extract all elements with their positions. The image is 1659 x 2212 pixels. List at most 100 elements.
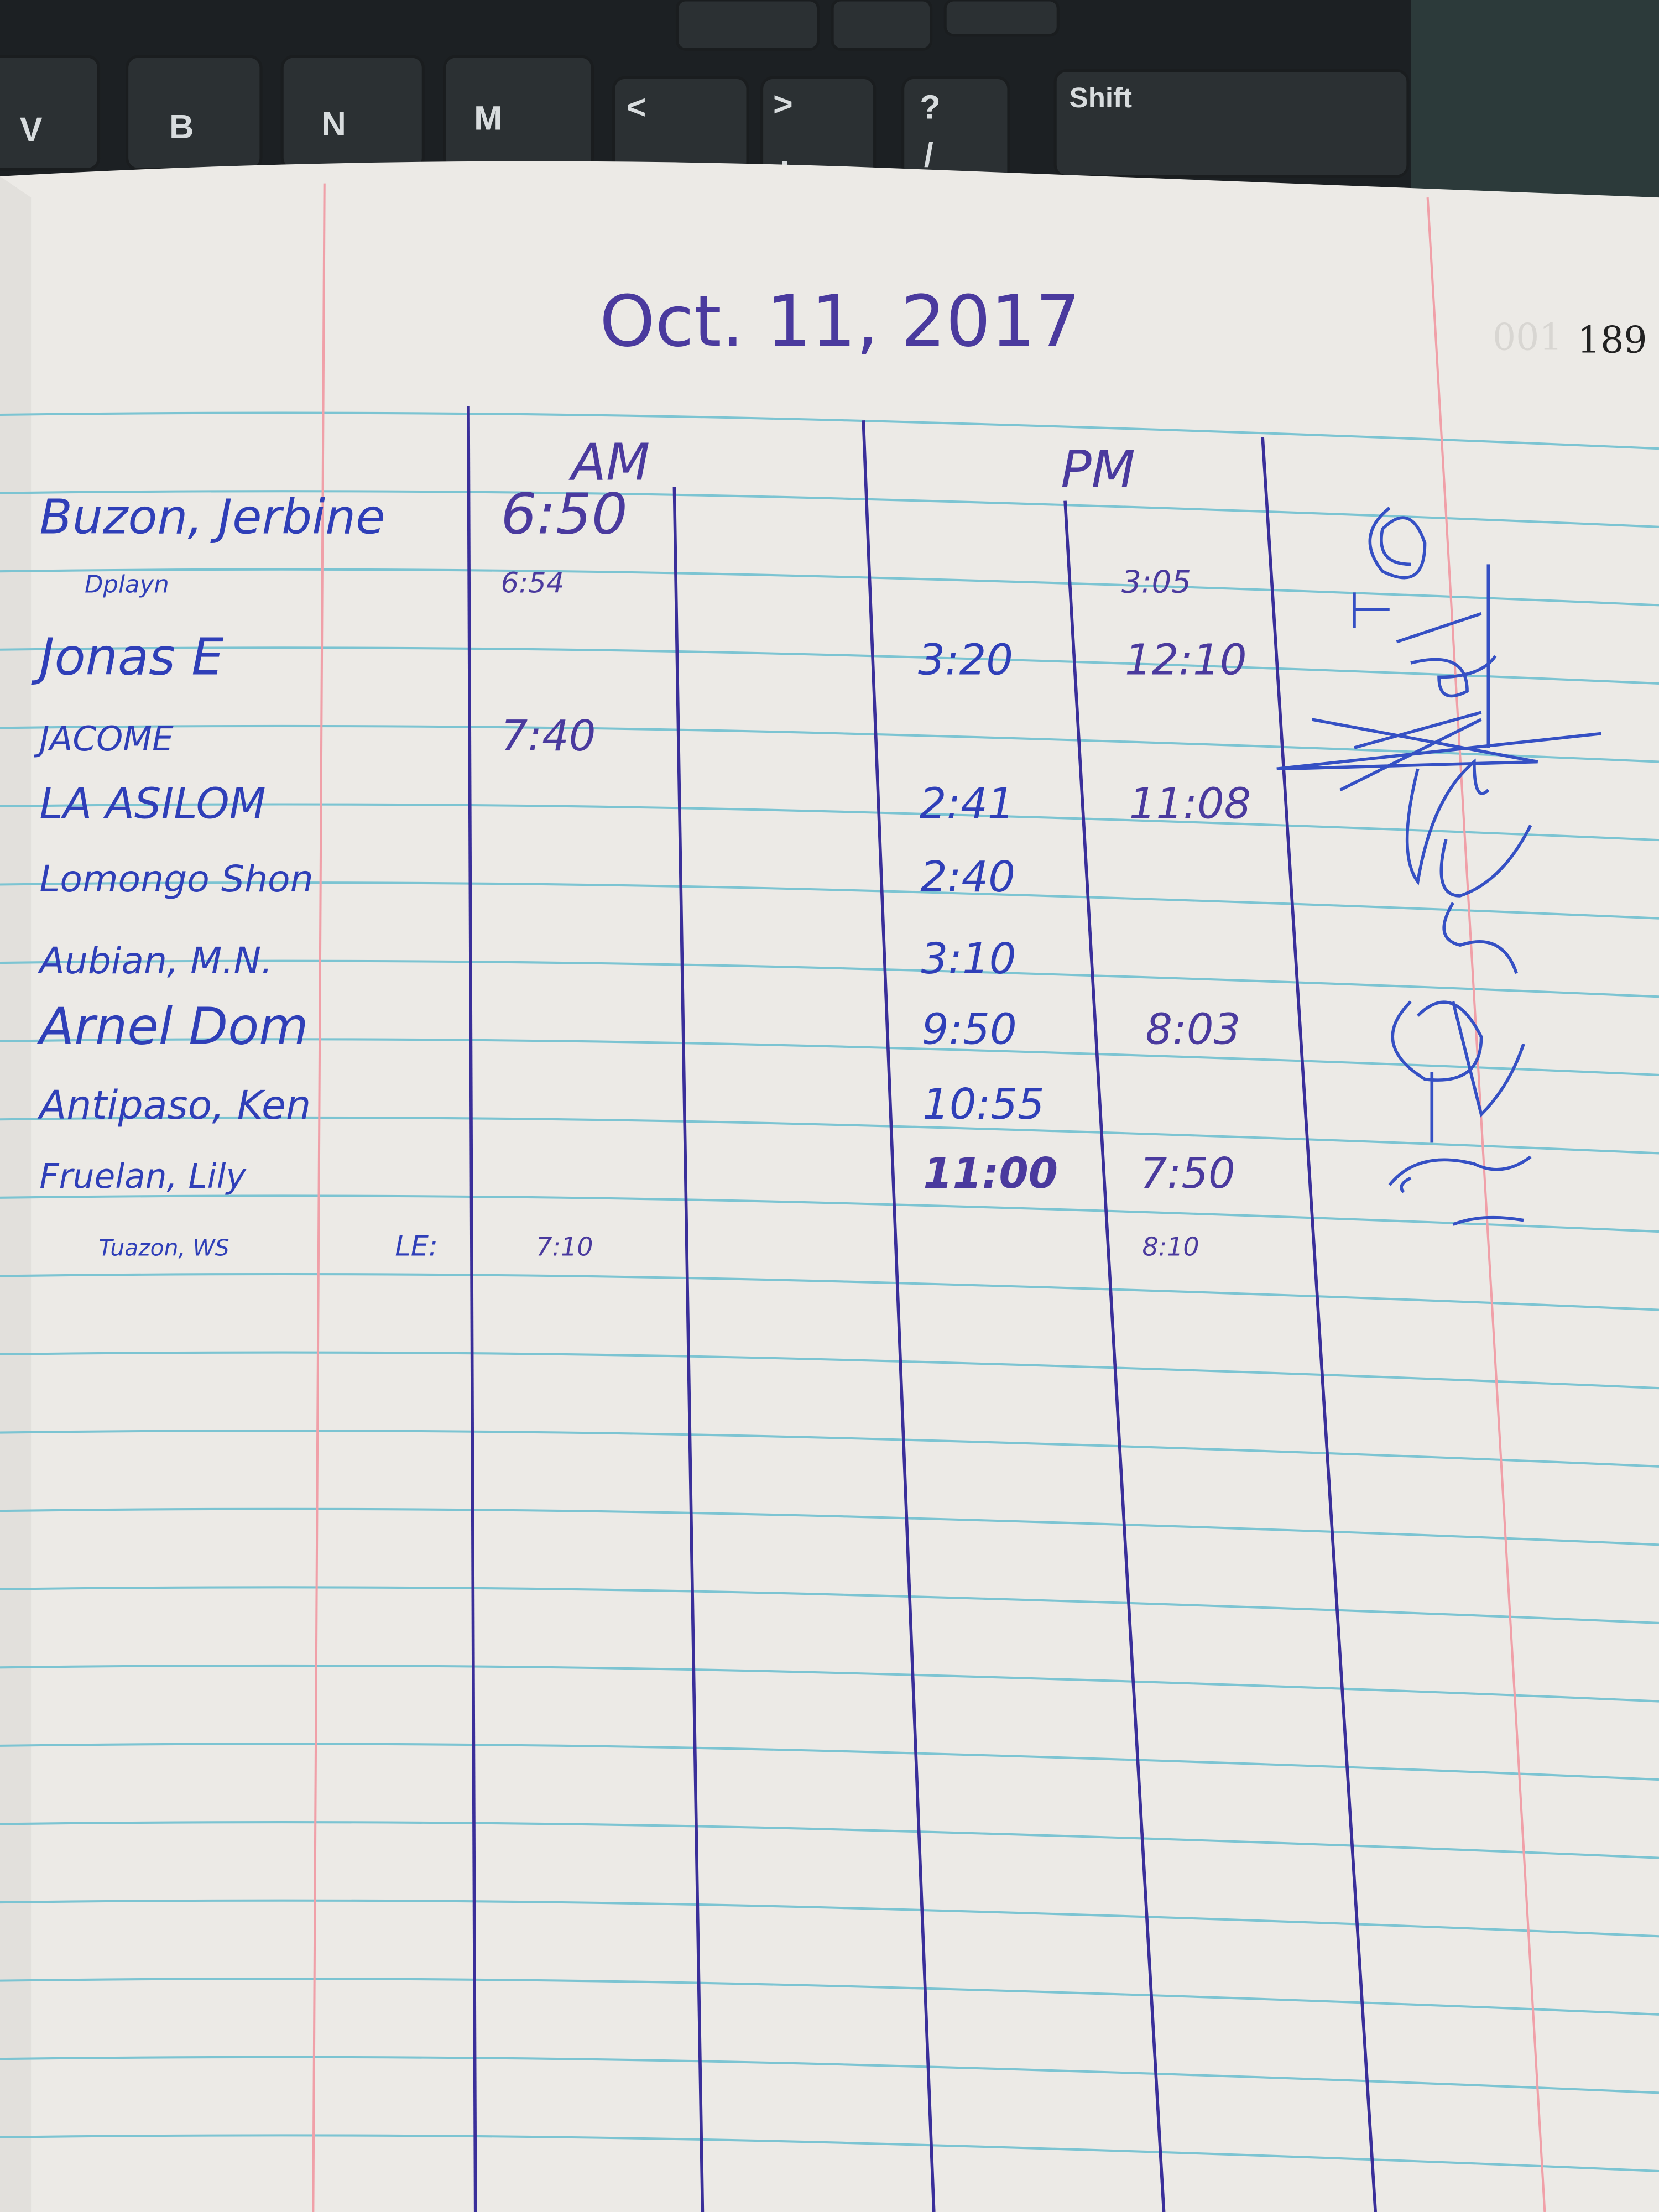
cell-name: Antipaso, Ken [37,1082,311,1128]
ruled-line [0,1272,1659,1311]
key-b [126,55,263,171]
ruled-line [0,411,1659,450]
ruled-lines [0,411,1659,2173]
ruled-line [0,1978,1659,2016]
cell-pm-in: 2:40 [920,853,1015,902]
column-divider [672,487,705,2212]
key-label: N [322,105,346,143]
cell-pm-out: 3:05 [1121,564,1191,600]
cell-am-in: 6:54 [501,567,565,599]
ruled-line [0,803,1659,842]
key-slash [901,76,1010,185]
column-divider [1063,500,1166,2212]
cell-pm-out: 8:03 [1145,1005,1240,1055]
cell-name: Aubian, M.N. [37,939,273,982]
cell-pm-in: 10:55 [922,1080,1045,1129]
cell-name: Buzon, Jerbine [39,489,385,545]
ruled-line [0,1743,1659,1781]
signature [1439,825,1532,974]
ruled-line [0,490,1659,528]
ruled-line [0,724,1659,763]
key-n [280,55,425,171]
table-row: Tuazon, WS LE: 7:10 8:10 [99,1230,1199,1262]
key-label: . [780,136,790,174]
ruled-line [0,1430,1659,1468]
cell-name: Dplayn [85,571,169,598]
ruled-line [0,1821,1659,1859]
key-label: > [773,85,793,123]
table-row: Antipaso, Ken 10:55 [37,1080,1044,1129]
bleed-through-number: 001 [1493,316,1563,359]
key-label: Shift [1070,82,1132,113]
key [943,0,1060,37]
key-label: / [924,136,933,174]
table-row: Fruelan, Lily 11:00 7:50 [39,1149,1235,1198]
signature-column [1276,507,1601,1226]
cell-pm-out: 8:10 [1142,1232,1199,1261]
ruled-line [0,1586,1659,1624]
header-am: AM [568,432,650,492]
cell-pm-out: 12:10 [1125,635,1247,685]
column-divider [1261,437,1378,2212]
table-row: Arnel Dom 9:50 8:03 [36,997,1240,1056]
ruled-line [0,959,1659,998]
signature [1353,564,1497,748]
cell-pm-in: 11:00 [923,1149,1058,1198]
column-divider [862,420,936,2212]
ruled-line [0,1116,1659,1155]
page-edge [0,176,32,2212]
page-number: 189 [1577,319,1647,362]
notebook-page [0,161,1659,2212]
page-date: Oct. 11, 2017 [599,281,1081,363]
cell-pm-in: 9:50 [922,1005,1017,1055]
key [831,0,933,51]
margin-line-right [1426,197,1546,2212]
cell-am-in: 6:50 [501,481,628,547]
signature [1276,711,1601,792]
ruled-line [0,881,1659,920]
cell-pm-out: 7:50 [1140,1149,1235,1198]
cell-name: Tuazon, WS [99,1234,229,1261]
key-label: M [474,100,502,137]
table-row: Aubian, M.N. 3:10 [37,935,1016,984]
cell-pm-out: 11:08 [1129,780,1251,829]
ruled-line [0,1507,1659,1546]
cell-am-in: 7:40 [501,712,596,761]
cell-name: Arnel Dom [36,997,308,1056]
header-pm: PM [1061,440,1135,499]
cell-pm-in: 3:20 [918,635,1013,685]
cell-name: Fruelan, Lily [39,1157,246,1196]
ruled-line [0,1194,1659,1233]
column-dividers [467,406,1378,2212]
signature [1391,1000,1525,1143]
ruled-line [0,568,1659,607]
cell-name: LA ASILOM [39,780,265,829]
signature [1452,1215,1524,1226]
column-divider [467,406,477,2212]
table-row: Lomongo Shon 2:40 [39,853,1015,902]
signature [1405,758,1490,886]
margin-line-left [312,183,326,2212]
cell-name: Lomongo Shon [39,857,313,900]
key-label: V [20,111,43,148]
key [675,0,820,51]
cell-name: Jonas E [30,627,223,686]
key-shift [1053,69,1410,178]
table-row: Dplayn 6:54 3:05 [85,564,1191,600]
cell-name: JACOME [33,719,174,759]
signature [1368,507,1427,580]
cell-am-in: 7:10 [536,1232,593,1261]
ruled-line [0,1664,1659,1703]
key-v [0,55,101,171]
ruled-line [0,2134,1659,2173]
key-label: ? [920,88,940,126]
key-label: B [169,108,194,145]
key-m [443,55,594,171]
background [1411,0,1659,226]
ruled-line [0,1899,1659,1938]
ruled-line [0,1351,1659,1390]
cell-pm-in: 2:41 [920,780,1015,829]
signature [1388,1155,1532,1193]
table-row: JACOME 7:40 [33,712,596,761]
